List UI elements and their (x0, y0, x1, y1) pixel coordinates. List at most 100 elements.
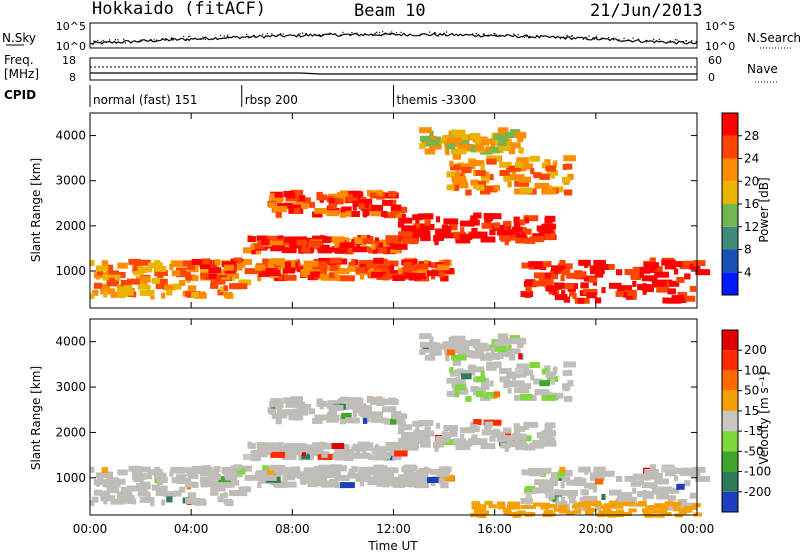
velocity-cell (450, 335, 466, 342)
power-cell (462, 143, 473, 150)
power-cell (431, 273, 436, 280)
velocity-cell (185, 481, 196, 488)
velocity-cell (214, 466, 221, 472)
power-cell (353, 259, 359, 266)
velocity-cell (316, 398, 323, 405)
power-cell (514, 161, 524, 168)
velocity-cell (106, 477, 119, 484)
velocity-cell (364, 408, 370, 415)
nsearch-point (499, 34, 501, 36)
velocity-cell (106, 471, 114, 478)
power-cell (541, 188, 557, 195)
power-cell (390, 211, 405, 218)
y-tick-label: 2000 (55, 219, 86, 233)
power-cell (99, 283, 111, 290)
velocity-cell (404, 479, 417, 486)
power-cell (484, 186, 489, 193)
nsearch-point (540, 35, 542, 37)
power-cell (419, 135, 431, 142)
power-cell (329, 265, 339, 272)
velocity-cell (410, 444, 419, 451)
colorbar-swatch (722, 350, 738, 371)
nsearch-point (674, 39, 676, 41)
velocity-cell (225, 480, 230, 487)
velocity-cell (660, 503, 669, 508)
power-cell (210, 278, 226, 285)
power-cell (225, 273, 230, 280)
velocity-cell (428, 341, 437, 348)
velocity-cell (470, 339, 481, 345)
velocity-cell (652, 488, 667, 495)
velocity-cell (351, 417, 360, 424)
power-cell (624, 269, 638, 275)
power-cell (372, 241, 379, 248)
velocity-cell (372, 448, 379, 454)
velocity-cell (484, 392, 498, 398)
y-tick-label: 4000 (55, 129, 86, 143)
nsearch-point (379, 32, 381, 34)
nsearch-point (262, 33, 264, 35)
velocity-cell (275, 418, 282, 425)
velocity-cell (255, 471, 266, 478)
power-cell (341, 206, 352, 213)
power-cell (390, 199, 397, 206)
velocity-cell (527, 505, 537, 509)
nsearch-point (434, 32, 436, 34)
power-cell (518, 176, 532, 183)
velocity-cell (281, 453, 297, 460)
power-cell (452, 153, 462, 160)
velocity-cell (449, 366, 454, 373)
power-cell (493, 222, 501, 229)
nsearch-point (247, 35, 249, 37)
noise-panel-frame (89, 22, 698, 49)
velocity-cell (429, 336, 434, 343)
velocity-cell (689, 492, 697, 499)
nsearch-point (390, 33, 392, 35)
power-cell (499, 170, 510, 176)
nsearch-point (608, 37, 610, 39)
power-cell (484, 215, 493, 221)
nsearch-point (494, 33, 496, 35)
velocity-cell (603, 508, 612, 513)
velocity-cell (473, 419, 482, 425)
power-cell (622, 291, 628, 298)
power-cell (351, 259, 356, 266)
velocity-cell (284, 409, 297, 416)
velocity-cell (529, 442, 545, 449)
power-cell (545, 165, 556, 172)
velocity-cell (498, 350, 511, 357)
power-cell (593, 259, 606, 266)
power-cell (272, 206, 288, 212)
power-cell (282, 267, 296, 274)
power-cell (421, 140, 431, 147)
velocity-cell (100, 495, 116, 502)
nsearch-point (200, 38, 202, 40)
velocity-cell (544, 479, 551, 486)
velocity-cell (638, 502, 648, 507)
velocity-cell (571, 504, 581, 509)
velocity-cell (642, 482, 657, 489)
velocity-cell (497, 435, 512, 442)
velocity-cell (428, 345, 440, 352)
velocity-cell (401, 420, 406, 427)
power-cell (566, 163, 573, 170)
colorbar-tick-label: 16 (744, 197, 759, 211)
power-cell (373, 257, 384, 264)
power-cell (352, 191, 364, 198)
power-cell (270, 191, 283, 198)
power-cell (173, 283, 182, 290)
nsearch-point (563, 36, 565, 38)
nsearch-point (349, 34, 351, 37)
power-cell (548, 286, 555, 293)
power-cell (615, 269, 623, 276)
velocity-cell (247, 442, 256, 449)
velocity-cell (374, 444, 379, 451)
power-cell (363, 211, 368, 218)
velocity-cell (543, 510, 552, 515)
power-cell (594, 271, 604, 278)
nsearch-point (525, 35, 527, 38)
y-tick-label: 3000 (55, 380, 86, 394)
power-cell (233, 257, 242, 264)
velocity-cell (451, 354, 467, 361)
velocity-cell (470, 351, 475, 358)
